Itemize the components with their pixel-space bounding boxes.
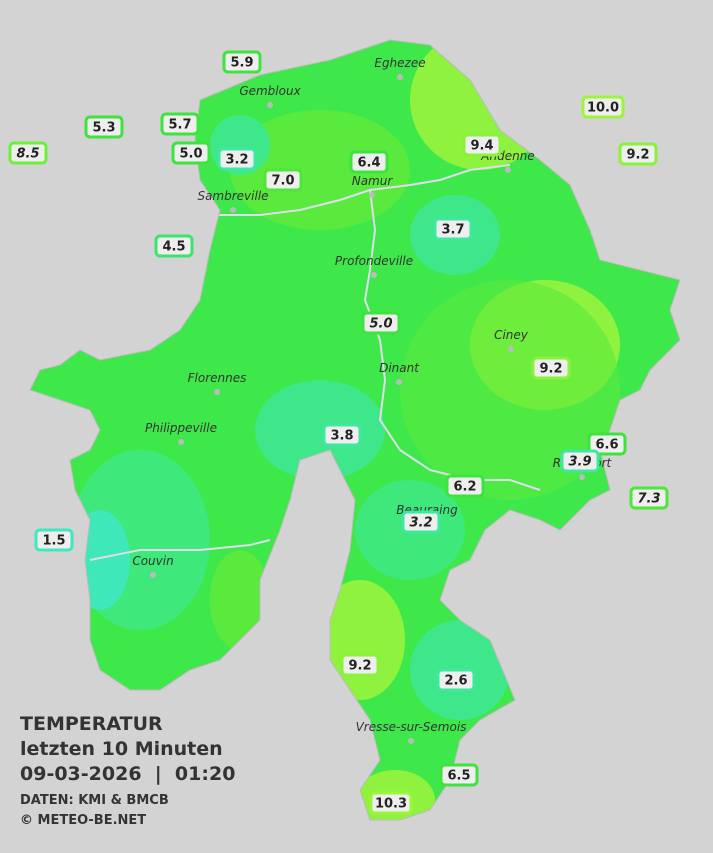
station-value: 5.9 [230,56,253,71]
station-box [361,311,401,335]
town-dot [408,738,414,744]
station-box [340,653,380,677]
station-value: 6.2 [453,480,476,495]
station-value: 6.6 [595,438,618,453]
town-dot [508,346,514,352]
town-label: Namur [352,174,394,188]
station-box [8,141,48,165]
station-box [433,217,473,241]
station-box [439,763,479,787]
station-box [560,449,600,473]
station-box [581,95,625,119]
town-dot [396,379,402,385]
town-dot [267,102,273,108]
station-value: 3.2 [409,516,432,531]
station-box [629,486,669,510]
station-box [34,528,74,552]
station-box [349,150,389,174]
station-value: 7.3 [637,492,660,507]
station-box [263,168,303,192]
town-dot [371,272,377,278]
town-label: Vresse-sur-Semois [356,720,467,734]
town-label: Ciney [494,328,529,342]
town-label: Profondeville [335,254,413,268]
copyright: © METEO-BE.NET [20,813,146,828]
town-dot [579,474,585,480]
station-box [618,142,658,166]
station-value: 5.0 [179,147,202,162]
station-value: 5.7 [168,118,191,133]
station-box [445,474,485,498]
station-box [401,510,441,534]
station-value: 5.0 [369,317,392,332]
town-dot [505,167,511,173]
town-label: Philippeville [145,421,217,435]
station-value: 9.2 [539,362,562,377]
station-box [531,356,571,380]
station-value: 6.4 [357,156,380,171]
town-label: Dinant [379,361,420,375]
station-value: 7.0 [271,174,294,189]
station-value: 9.2 [348,659,371,674]
station-box [462,133,502,157]
station-value: 9.4 [470,139,493,154]
town-label: Florennes [188,371,247,385]
station-value: 10.3 [375,797,407,812]
station-box [222,50,262,74]
station-value: 3.7 [441,223,464,238]
subtitle: letzten 10 Minuten [20,738,223,760]
station-box [160,112,200,136]
title: TEMPERATUR [20,713,163,735]
town-label: Eghezee [374,56,425,70]
station-value: 3.9 [568,455,591,470]
town-label: Couvin [132,554,173,568]
station-value: 1.5 [42,534,65,549]
town-label: Gembloux [239,84,301,98]
station-value: 3.8 [330,429,353,444]
town-dot [150,572,156,578]
town-dot [178,439,184,445]
town-dot [397,74,403,80]
station-box [436,668,476,692]
station-value: 3.2 [225,153,248,168]
station-box [369,791,413,815]
station-value: 8.5 [16,147,39,162]
station-value: 9.2 [626,148,649,163]
station-box [84,115,124,139]
station-box [587,432,627,456]
station-box [217,147,257,171]
station-box [154,234,194,258]
station-value: 4.5 [162,240,185,255]
town-label: Sambreville [197,189,268,203]
station-box [322,423,362,447]
station-box [171,141,211,165]
station-value: 5.3 [92,121,115,136]
town-dot [214,389,220,395]
town-dot [369,192,375,198]
timestamp: 09-03-2026 | 01:20 [20,763,235,785]
town-dot [230,207,236,213]
station-value: 10.0 [587,101,619,116]
source: DATEN: KMI & BMCB [20,793,169,808]
station-value: 6.5 [447,769,470,784]
station-value: 2.6 [444,674,467,689]
